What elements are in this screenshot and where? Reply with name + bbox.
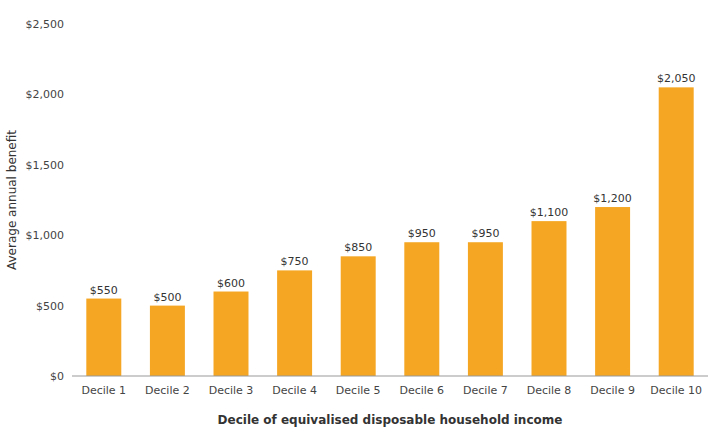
y-axis: $0 $500 $1,000 $1,500 $2,000 $2,500	[26, 18, 65, 383]
x-tick-label: Decile 6	[399, 384, 444, 397]
y-axis-label: Average annual benefit	[5, 130, 19, 270]
bar	[404, 242, 439, 376]
bar	[277, 270, 312, 376]
bar	[468, 242, 503, 376]
data-labels: $550 $500 $600 $750 $850 $950 $950 $1,100 $1,200…	[90, 72, 696, 303]
y-tick-label: $500	[36, 300, 64, 313]
bar	[86, 299, 121, 376]
x-axis-label: Decile of equivalised disposable househo…	[218, 413, 563, 427]
data-label: $850	[344, 241, 372, 254]
data-label: $600	[217, 277, 245, 290]
y-tick-label: $2,000	[26, 88, 65, 101]
chart: $0 $500 $1,000 $1,500 $2,000 $2,500 $550 $500 $6…	[0, 0, 728, 438]
data-label: $1,200	[593, 192, 632, 205]
bar	[659, 87, 694, 376]
y-tick-label: $2,500	[26, 18, 65, 31]
x-tick-label: Decile 4	[272, 384, 317, 397]
x-tick-label: Decile 7	[463, 384, 508, 397]
bar	[341, 256, 376, 376]
bar	[150, 306, 185, 376]
x-axis: Decile 1 Decile 2 Decile 3 Decile 4 Decile 5…	[81, 384, 702, 397]
x-tick-label: Decile 5	[336, 384, 381, 397]
data-label: $550	[90, 284, 118, 297]
data-label: $950	[471, 227, 499, 240]
x-tick-label: Decile 2	[145, 384, 190, 397]
y-tick-label: $0	[50, 370, 64, 383]
data-label: $2,050	[657, 72, 696, 85]
x-tick-label: Decile 1	[81, 384, 126, 397]
x-tick-label: Decile 10	[650, 384, 702, 397]
data-label: $750	[281, 255, 309, 268]
x-tick-label: Decile 8	[527, 384, 572, 397]
data-label: $950	[408, 227, 436, 240]
bar	[214, 292, 249, 376]
bars	[86, 87, 693, 376]
data-label: $1,100	[530, 206, 569, 219]
y-tick-label: $1,000	[26, 229, 65, 242]
bar	[595, 207, 630, 376]
bar	[532, 221, 567, 376]
y-tick-label: $1,500	[26, 159, 65, 172]
x-axis-line	[72, 376, 708, 377]
x-tick-label: Decile 9	[590, 384, 635, 397]
data-label: $500	[153, 291, 181, 304]
x-tick-label: Decile 3	[209, 384, 254, 397]
